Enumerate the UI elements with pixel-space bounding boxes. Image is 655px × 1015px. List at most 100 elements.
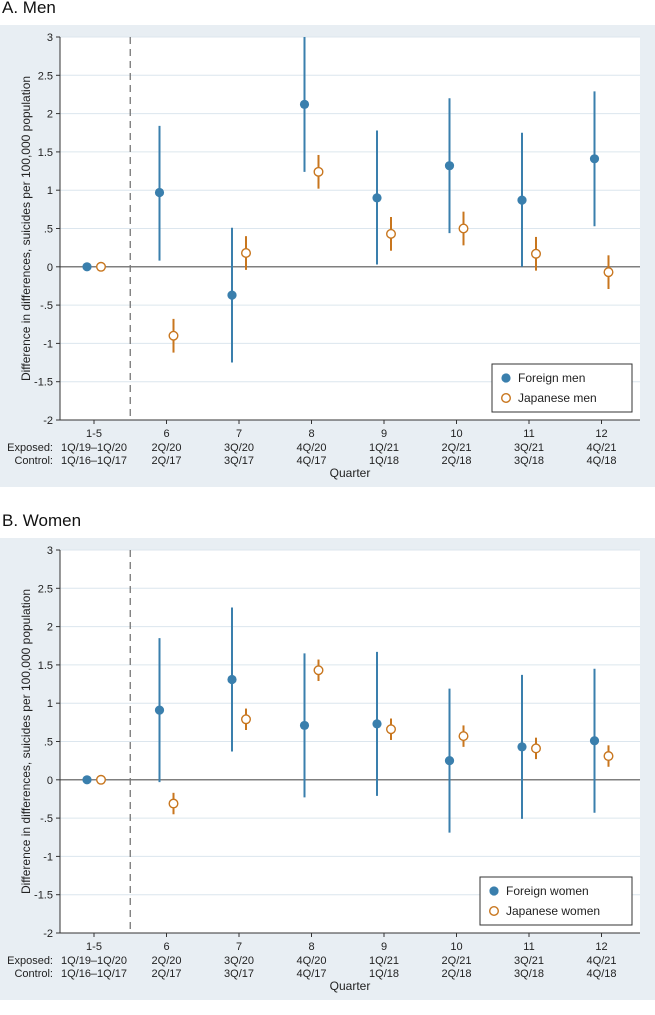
japanese-series bbox=[95, 154, 614, 353]
x-exposed-label: 4Q/20 bbox=[297, 442, 327, 454]
data-point bbox=[154, 705, 165, 715]
y-tick-label: 2 bbox=[47, 109, 53, 121]
x-control-label: 3Q/17 bbox=[224, 455, 254, 467]
data-point bbox=[458, 223, 469, 234]
panel-title-men: A. Men bbox=[2, 0, 56, 17]
data-point bbox=[240, 248, 251, 259]
x-control-label: 4Q/18 bbox=[587, 455, 617, 467]
data-point bbox=[168, 798, 179, 809]
x-axis-title: Quarter bbox=[330, 979, 371, 993]
data-point bbox=[531, 248, 542, 259]
legend-box bbox=[491, 363, 633, 413]
legend-label: Japanese men bbox=[518, 391, 597, 405]
y-tick-label: 1 bbox=[47, 698, 53, 710]
y-tick-label: 0 bbox=[47, 262, 53, 274]
y-axis-title: Difference in differences, suicides per … bbox=[19, 589, 33, 894]
data-point bbox=[603, 751, 614, 762]
x-tick-label: 10 bbox=[450, 428, 462, 440]
data-point bbox=[95, 774, 106, 785]
x-control-label: 2Q/18 bbox=[442, 968, 472, 980]
data-point bbox=[603, 267, 614, 278]
x-control-label: 3Q/17 bbox=[224, 968, 254, 980]
x-control-label: 2Q/17 bbox=[152, 455, 182, 467]
data-point bbox=[589, 154, 600, 164]
y-tick-label: -2 bbox=[43, 415, 53, 427]
y-tick-label: -1.5 bbox=[34, 890, 53, 902]
x-tick-label: 9 bbox=[381, 428, 387, 440]
y-tick-label: -2 bbox=[43, 928, 53, 940]
data-point bbox=[386, 724, 397, 735]
data-point bbox=[444, 161, 455, 171]
x-exposed-label: 3Q/20 bbox=[224, 955, 254, 967]
y-tick-label: .5 bbox=[44, 224, 53, 236]
x-tick-label: 6 bbox=[163, 428, 169, 440]
x-exposed-label: 4Q/20 bbox=[297, 955, 327, 967]
x-tick-label: 8 bbox=[308, 941, 314, 953]
x-tick-label: 10 bbox=[450, 941, 462, 953]
x-exposed-label: 2Q/21 bbox=[442, 955, 472, 967]
data-point bbox=[82, 775, 92, 785]
x-control-label: 2Q/18 bbox=[442, 455, 472, 467]
x-exposed-label: 1Q/21 bbox=[369, 442, 399, 454]
x-exposed-label: 3Q/21 bbox=[514, 955, 544, 967]
data-point bbox=[313, 166, 324, 177]
data-point bbox=[168, 330, 179, 341]
y-axis-title: Difference in differences, suicides per … bbox=[19, 76, 33, 381]
x-control-label: 1Q/16–1Q/17 bbox=[61, 968, 127, 980]
x-exposed-label: 1Q/19–1Q/20 bbox=[61, 955, 127, 967]
data-point bbox=[444, 756, 455, 766]
x-control-label: 1Q/18 bbox=[369, 455, 399, 467]
x-tick-label: 12 bbox=[595, 941, 607, 953]
data-point bbox=[517, 195, 527, 205]
y-tick-label: 2.5 bbox=[38, 70, 53, 82]
y-tick-label: 1 bbox=[47, 185, 53, 197]
legend-label: Foreign women bbox=[506, 884, 589, 898]
data-point bbox=[299, 720, 310, 731]
x-tick-label: 1-5 bbox=[86, 941, 102, 953]
y-tick-label: 0 bbox=[47, 775, 53, 787]
x-tick-label: 12 bbox=[595, 428, 607, 440]
x-control-label: 2Q/17 bbox=[152, 968, 182, 980]
x-control-label: 1Q/18 bbox=[369, 968, 399, 980]
y-tick-label: .5 bbox=[44, 737, 53, 749]
legend-marker bbox=[501, 373, 511, 383]
data-point bbox=[227, 674, 237, 685]
x-exposed-label: 4Q/21 bbox=[587, 955, 617, 967]
y-tick-label: 1.5 bbox=[38, 660, 53, 672]
y-tick-label: 3 bbox=[47, 545, 53, 557]
data-point bbox=[386, 228, 397, 239]
legend-marker bbox=[489, 906, 500, 917]
data-point bbox=[95, 261, 106, 272]
data-point bbox=[82, 262, 92, 272]
x-tick-label: 8 bbox=[308, 428, 314, 440]
y-tick-label: -1.5 bbox=[34, 377, 53, 389]
x-exposed-label: 2Q/20 bbox=[152, 442, 182, 454]
x-tick-label: 11 bbox=[523, 428, 534, 440]
x-tick-label: 1-5 bbox=[86, 428, 102, 440]
data-point bbox=[372, 193, 382, 203]
control-row-label: Control: bbox=[14, 455, 53, 467]
x-control-label: 4Q/17 bbox=[297, 968, 327, 980]
legend-label: Foreign men bbox=[518, 371, 585, 385]
x-tick-label: 7 bbox=[236, 428, 242, 440]
x-control-label: 4Q/17 bbox=[297, 455, 327, 467]
y-tick-label: -.5 bbox=[40, 300, 53, 312]
y-tick-label: 2 bbox=[47, 622, 53, 634]
exposed-row-label: Exposed: bbox=[7, 955, 53, 967]
data-point bbox=[299, 99, 310, 110]
x-tick-label: 6 bbox=[163, 941, 169, 953]
exposed-row-label: Exposed: bbox=[7, 442, 53, 454]
data-point bbox=[589, 736, 600, 746]
x-control-label: 3Q/18 bbox=[514, 455, 544, 467]
x-tick-label: 9 bbox=[381, 941, 387, 953]
legend-label: Japanese women bbox=[506, 904, 600, 918]
y-tick-label: -.5 bbox=[40, 813, 53, 825]
legend-box bbox=[479, 876, 633, 926]
x-exposed-label: 1Q/21 bbox=[369, 955, 399, 967]
japanese-series bbox=[95, 659, 614, 815]
x-exposed-label: 2Q/20 bbox=[152, 955, 182, 967]
x-exposed-label: 1Q/19–1Q/20 bbox=[61, 442, 127, 454]
control-row-label: Control: bbox=[14, 968, 53, 980]
